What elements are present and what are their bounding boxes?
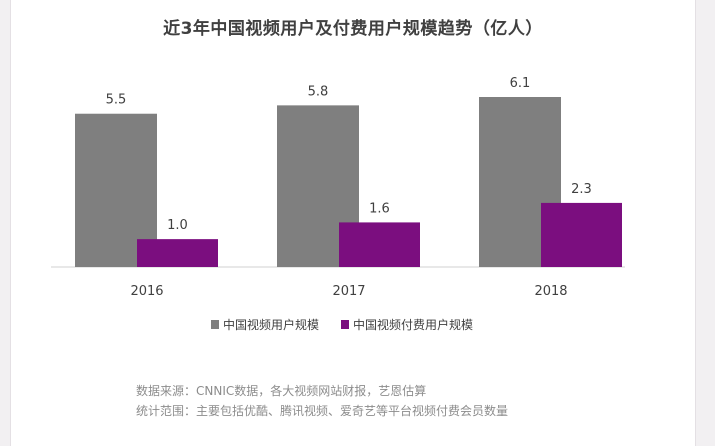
data-label-total-users-2016: 5.5 (106, 93, 127, 108)
bar-paid-users-2018 (541, 202, 622, 267)
data-label-paid-users-2016: 1.0 (167, 218, 188, 233)
bar-paid-users-2017 (339, 222, 420, 267)
x-tick-label-2018: 2018 (534, 284, 567, 299)
data-label-paid-users-2018: 2.3 (571, 182, 592, 197)
legend-label-paid-users: 中国视频付费用户规模 (353, 318, 474, 332)
legend: 中国视频用户规模 中国视频付费用户规模 (211, 316, 473, 333)
data-label-total-users-2017: 5.8 (308, 84, 329, 99)
legend-item-paid-users: 中国视频付费用户规模 (341, 316, 473, 333)
bar-paid-users-2016 (137, 239, 218, 267)
bar-chart: 5.5 1.0 2016 5.8 1.6 2017 6.1 2.3 2018 (51, 76, 625, 299)
legend-label-total-users: 中国视频用户规模 (223, 318, 320, 332)
data-label-paid-users-2017: 1.6 (369, 201, 390, 216)
chart-title: 近3年中国视频用户及付费用户规模趋势（亿人） (163, 19, 543, 39)
x-tick-label-2016: 2016 (130, 284, 163, 299)
legend-swatch-paid-users (341, 320, 350, 329)
data-label-total-users-2018: 6.1 (510, 76, 531, 91)
data-source-note: 数据来源：CNNIC数据，各大视频网站财报，艺恩估算 (136, 384, 427, 398)
chart-card: 近3年中国视频用户及付费用户规模趋势（亿人） 5.5 1.0 2016 5.8 1.6 2… (10, 0, 696, 446)
scope-note: 统计范围：主要包括优酷、腾讯视频、爱奇艺等平台视频付费会员数量 (136, 404, 509, 418)
legend-item-total-users: 中国视频用户规模 (211, 316, 319, 333)
legend-swatch-total-users (211, 320, 219, 329)
chart-notes: 数据来源：CNNIC数据，各大视频网站财报，艺恩估算 统计范围：主要包括优酷、腾… (136, 381, 508, 421)
x-tick-label-2017: 2017 (332, 284, 365, 299)
